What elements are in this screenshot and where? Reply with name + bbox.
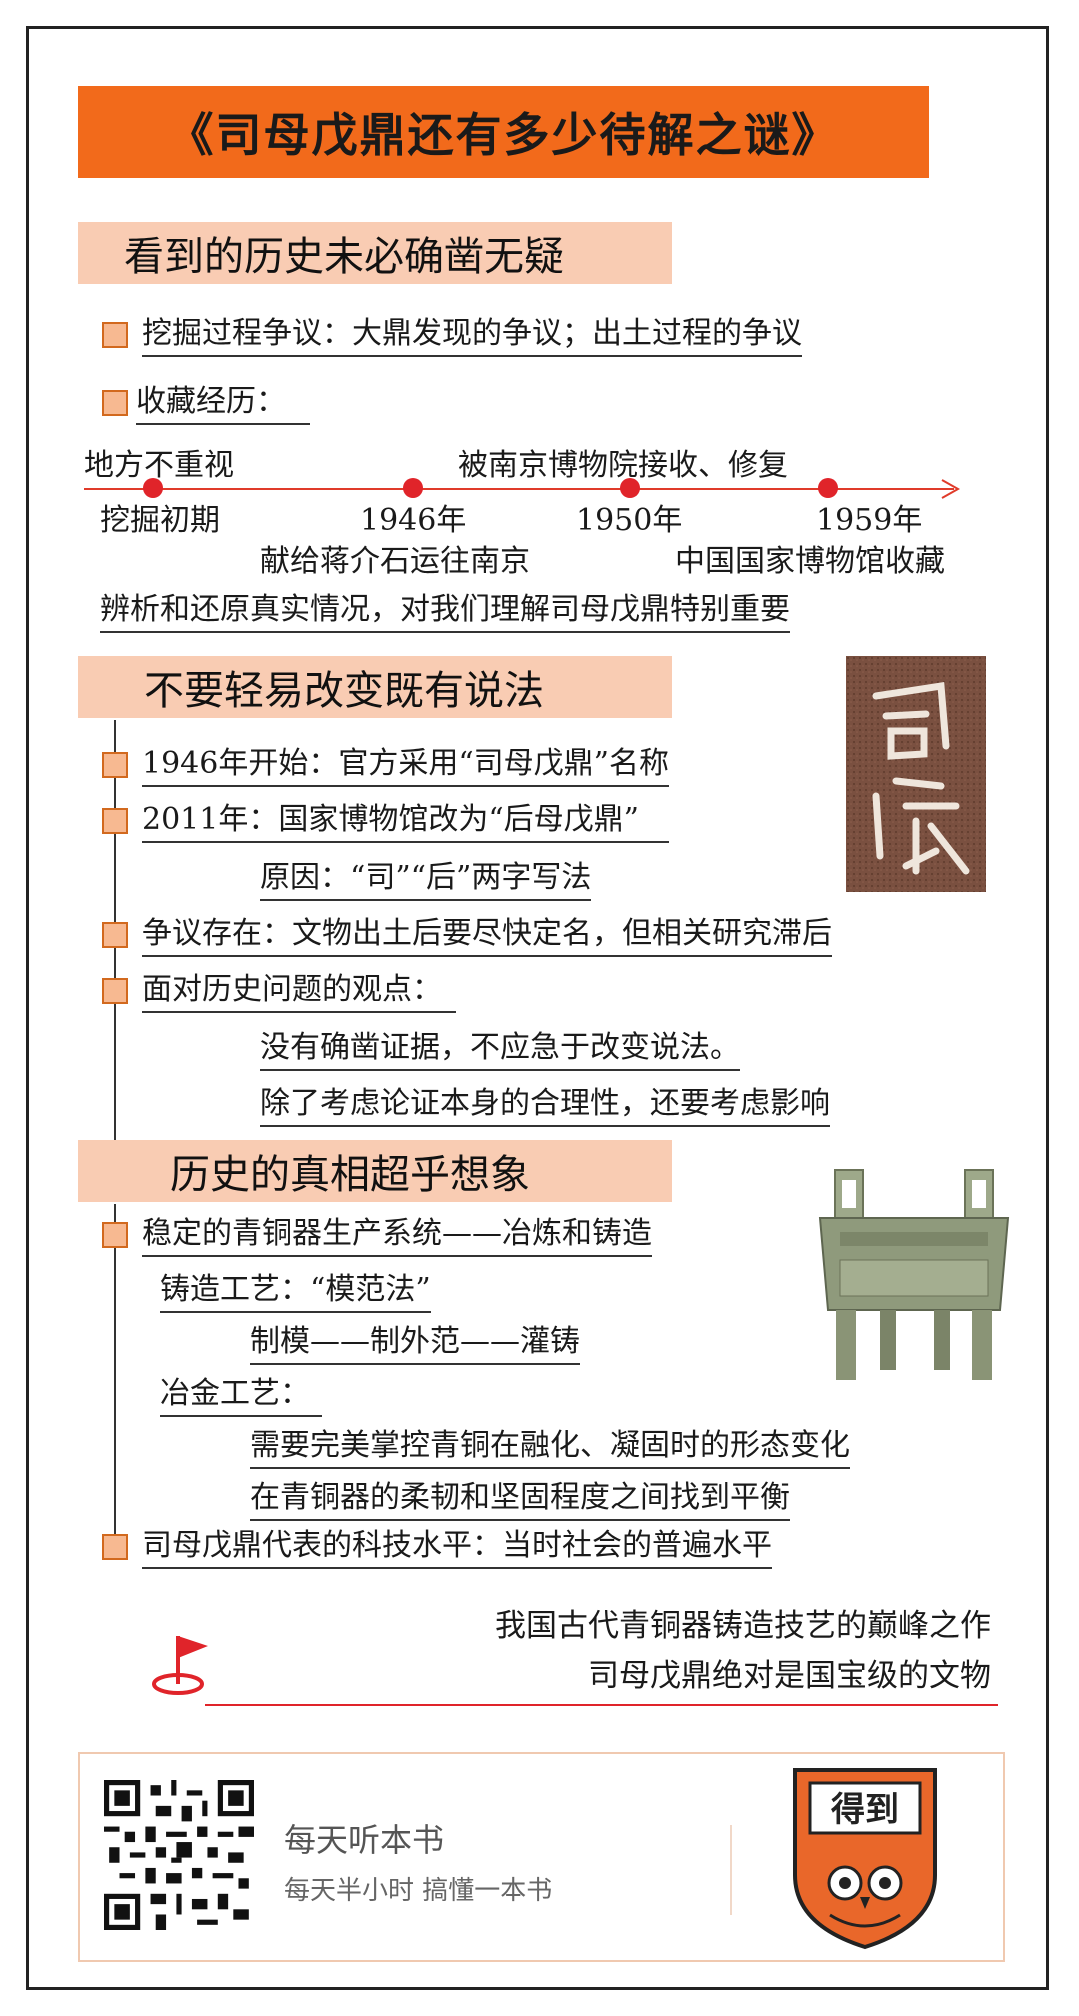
- s3-item1: 稳定的青铜器生产系统——冶炼和铸造: [142, 1214, 652, 1257]
- s2-item1: 1946年开始：官方采用“司母戊鼎”名称: [142, 744, 670, 787]
- s3-metal-label: 冶金工艺：: [160, 1374, 322, 1417]
- flag-icon: [152, 1636, 208, 1695]
- s2-item4: 面对历史问题的观点：: [142, 970, 456, 1013]
- s3-casting-label: 铸造工艺：“模范法”: [160, 1270, 431, 1313]
- timeline-below-1: 献给蒋介石运往南京: [260, 544, 530, 579]
- summary-line2: 司母戊鼎绝对是国宝级的文物: [588, 1658, 991, 1694]
- bullet-icon: [102, 390, 128, 416]
- s2-item2-sub: 原因：“司”“后”两字写法: [260, 858, 592, 901]
- timeline-above-2: 被南京博物院接收、修复: [458, 448, 788, 483]
- section1-heading-text: 看到的历史未必确凿无疑: [124, 234, 564, 280]
- s1-conclusion: 辨析和还原真实情况，对我们理解司母戊鼎特别重要: [100, 590, 790, 633]
- bullet-icon: [102, 808, 128, 834]
- timeline-point-4: 1959年: [816, 503, 923, 538]
- timeline-dot: [403, 478, 423, 498]
- footer-box: [78, 1752, 1005, 1962]
- timeline-below-2: 中国国家博物馆收藏: [675, 544, 945, 579]
- section3-guide-line: [114, 1204, 116, 1554]
- bullet-icon: [102, 1534, 128, 1560]
- bullet-icon: [102, 1222, 128, 1248]
- footer-slogan-1: 每天听本书: [284, 1821, 445, 1859]
- timeline-above-1: 地方不重视: [84, 448, 234, 483]
- s2-item3: 争议存在：文物出土后要尽快定名，但相关研究滞后: [142, 914, 832, 957]
- summary-line1: 我国古代青铜器铸造技艺的巅峰之作: [495, 1608, 991, 1644]
- timeline-point-1: 挖掘初期: [100, 503, 220, 538]
- section2-heading-text: 不要轻易改变既有说法: [144, 668, 544, 714]
- section3-heading: 历史的真相超乎想象: [78, 1140, 672, 1202]
- s3-casting-steps: 制模——制外范——灌铸: [250, 1322, 580, 1365]
- section1-heading: 看到的历史未必确凿无疑: [78, 222, 672, 284]
- timeline-dot: [818, 478, 838, 498]
- logo-text: 得到: [830, 1790, 899, 1830]
- title-banner: 《司母戊鼎还有多少待解之谜》: [78, 86, 929, 178]
- footer-slogan-2: 每天半小时 搞懂一本书: [284, 1876, 553, 1906]
- bronze-ding-image: [818, 1169, 1010, 1380]
- s2-item4-sub2: 除了考虑论证本身的合理性，还要考虑影响: [260, 1084, 830, 1127]
- s1-item2: 收藏经历：: [136, 382, 310, 425]
- dedao-logo: 得到: [793, 1768, 937, 1950]
- timeline-point-3: 1950年: [576, 503, 683, 538]
- inscription-image: [846, 656, 986, 892]
- s3-metal-sub2: 在青铜器的柔韧和坚固程度之间找到平衡: [250, 1478, 790, 1521]
- bullet-icon: [102, 752, 128, 778]
- timeline-line: [84, 488, 954, 490]
- s2-item2: 2011年：国家博物馆改为“后母戊鼎”: [142, 800, 670, 843]
- section2-heading: 不要轻易改变既有说法: [78, 656, 672, 718]
- timeline-arrow-icon: [941, 479, 961, 499]
- timeline-dot: [620, 478, 640, 498]
- summary-underline: [205, 1704, 998, 1706]
- page-title: 《司母戊鼎还有多少待解之谜》: [167, 108, 840, 162]
- bullet-icon: [102, 978, 128, 1004]
- footer-separator: [730, 1825, 732, 1915]
- qr-code-icon: [104, 1780, 254, 1930]
- timeline-point-2: 1946年: [360, 503, 467, 538]
- section3-heading-text: 历史的真相超乎想象: [170, 1152, 530, 1198]
- bullet-icon: [102, 922, 128, 948]
- bullet-icon: [102, 322, 128, 348]
- page-frame: [26, 26, 1049, 1990]
- s1-item1: 挖掘过程争议：大鼎发现的争议；出土过程的争议: [142, 314, 802, 357]
- s3-item2: 司母戊鼎代表的科技水平：当时社会的普遍水平: [142, 1526, 772, 1569]
- s3-metal-sub1: 需要完美掌控青铜在融化、凝固时的形态变化: [250, 1426, 850, 1469]
- timeline-dot: [143, 478, 163, 498]
- s2-item4-sub1: 没有确凿证据，不应急于改变说法。: [260, 1028, 740, 1071]
